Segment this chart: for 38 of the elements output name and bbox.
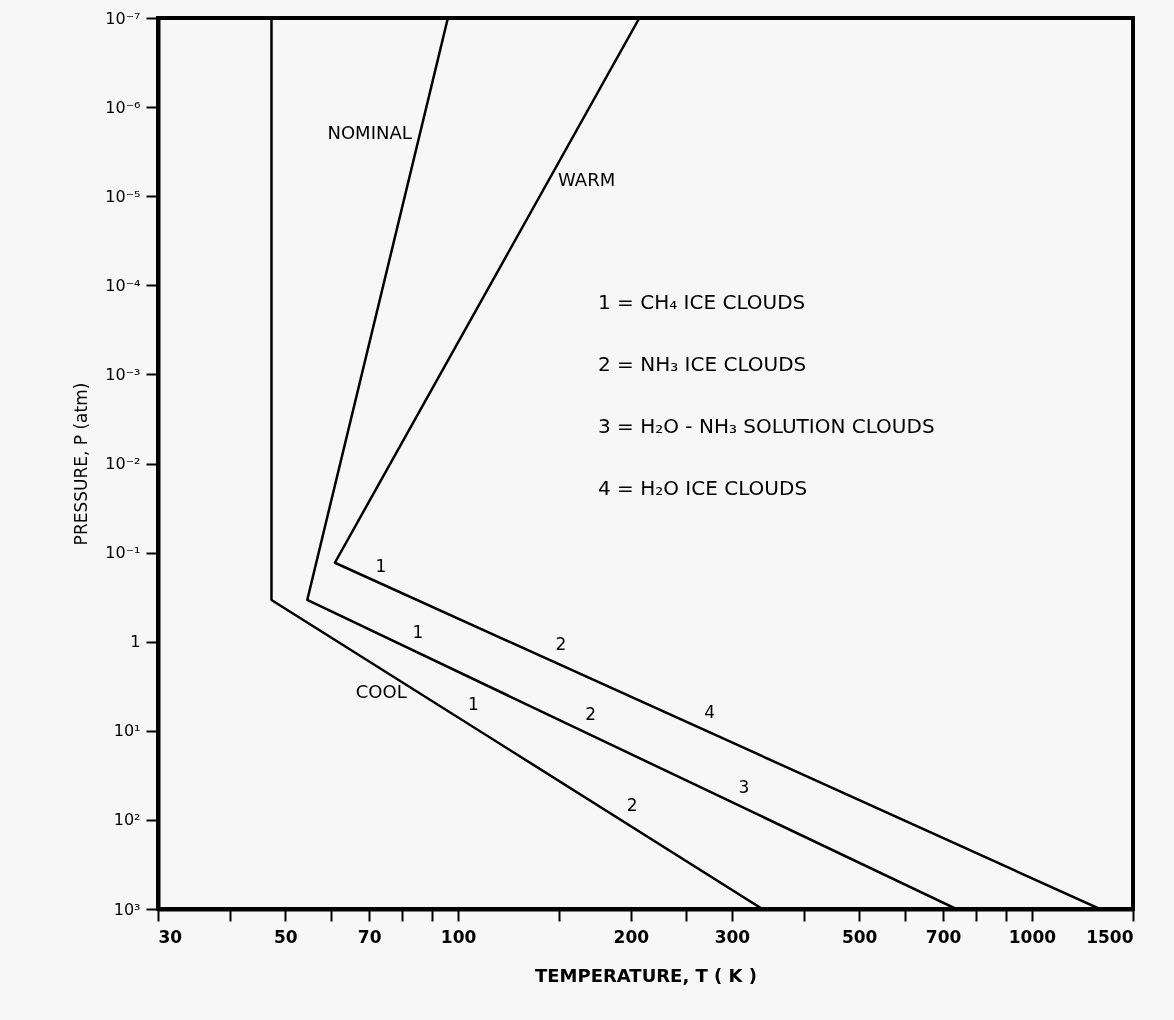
series-label: WARM bbox=[558, 169, 616, 191]
x-tick-label: 30 bbox=[158, 926, 183, 947]
annotation: 4 bbox=[704, 702, 716, 723]
x-tick-label: 1500 bbox=[1086, 926, 1134, 947]
y-tick-label: 10⁻⁵ bbox=[105, 186, 141, 206]
x-tick-label: 700 bbox=[925, 926, 962, 947]
y-tick-label: 10⁻² bbox=[105, 454, 141, 473]
x-tick-label: 1000 bbox=[1008, 926, 1057, 947]
y-tick-label: 10² bbox=[113, 810, 141, 830]
x-tick-label: 300 bbox=[714, 926, 751, 947]
x-tick-label: 200 bbox=[613, 926, 650, 947]
y-tick-label: 10⁻⁷ bbox=[105, 8, 141, 28]
annotation: 3 bbox=[738, 777, 750, 798]
y-axis-title: PRESSURE, P (atm) bbox=[71, 382, 92, 546]
y-tick-label: 10⁻³ bbox=[105, 364, 141, 384]
annotation: 4 = H₂O ICE CLOUDS bbox=[598, 476, 808, 500]
y-tick-label: 10¹ bbox=[113, 721, 141, 741]
x-tick-label: 70 bbox=[357, 926, 382, 947]
x-tick-label: 500 bbox=[841, 926, 878, 947]
annotation: 1 bbox=[412, 622, 424, 643]
x-tick-label: 100 bbox=[440, 926, 477, 947]
y-tick-label: 10⁻⁴ bbox=[105, 275, 141, 295]
annotation: 3 = H₂O - NH₃ SOLUTION CLOUDS bbox=[598, 414, 935, 438]
annotation: 1 = CH₄ ICE CLOUDS bbox=[598, 290, 806, 314]
annotation: 1 bbox=[468, 694, 479, 714]
series-label: COOL bbox=[355, 680, 407, 702]
annotation: 2 bbox=[555, 634, 567, 655]
series-label: NOMINAL bbox=[327, 122, 412, 144]
annotation: 2 bbox=[585, 703, 597, 724]
annotation: 2 = NH₃ ICE CLOUDS bbox=[598, 352, 807, 376]
y-tick-label: 1 bbox=[130, 632, 141, 652]
annotation: 2 bbox=[626, 794, 638, 815]
y-tick-label: 10⁻⁶ bbox=[105, 97, 141, 117]
x-axis-title: TEMPERATURE, T ( K ) bbox=[534, 964, 758, 986]
annotation: 1 bbox=[375, 556, 387, 577]
y-tick-label: 10⁻¹ bbox=[105, 543, 141, 563]
y-tick-label: 10³ bbox=[113, 899, 141, 919]
x-tick-label: 50 bbox=[273, 926, 298, 947]
